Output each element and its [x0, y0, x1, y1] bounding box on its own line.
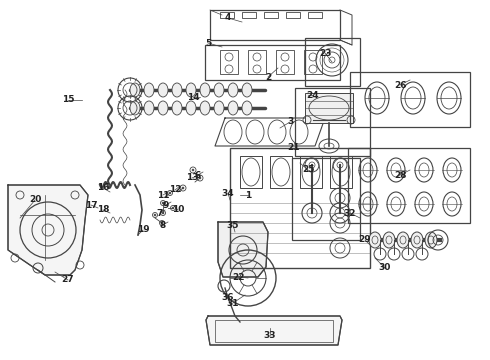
Circle shape: [182, 187, 184, 189]
Text: 16: 16: [97, 184, 109, 193]
Bar: [350, 72, 470, 127]
Text: 21: 21: [287, 144, 299, 153]
Ellipse shape: [144, 101, 154, 115]
Bar: [330, 156, 352, 188]
Ellipse shape: [172, 83, 182, 97]
Ellipse shape: [186, 83, 196, 97]
Text: 5: 5: [205, 39, 211, 48]
Polygon shape: [206, 316, 342, 345]
Text: 11: 11: [157, 190, 169, 199]
Ellipse shape: [242, 101, 252, 115]
Bar: [242, 12, 256, 18]
Text: 19: 19: [137, 225, 149, 234]
Ellipse shape: [383, 232, 395, 248]
Bar: [295, 88, 370, 156]
Text: 31: 31: [227, 298, 239, 307]
Text: 4: 4: [225, 13, 231, 22]
Bar: [230, 148, 370, 268]
Ellipse shape: [186, 101, 196, 115]
Ellipse shape: [158, 101, 168, 115]
Text: 29: 29: [359, 235, 371, 244]
Ellipse shape: [397, 232, 409, 248]
Bar: [270, 156, 292, 188]
Text: 36: 36: [222, 293, 234, 302]
Text: 15: 15: [62, 95, 74, 104]
Text: 28: 28: [394, 171, 406, 180]
Text: 33: 33: [264, 330, 276, 339]
Bar: [210, 10, 340, 40]
Text: 14: 14: [187, 93, 199, 102]
Ellipse shape: [369, 232, 381, 248]
Bar: [304, 50, 322, 74]
Ellipse shape: [411, 232, 423, 248]
Text: 6: 6: [195, 171, 201, 180]
Bar: [348, 148, 470, 223]
Circle shape: [162, 202, 164, 204]
Text: 8: 8: [160, 220, 166, 230]
Circle shape: [192, 169, 194, 171]
Text: 17: 17: [85, 201, 98, 210]
Ellipse shape: [200, 83, 210, 97]
Ellipse shape: [214, 101, 224, 115]
Circle shape: [162, 212, 164, 214]
Bar: [308, 12, 322, 18]
Text: 7: 7: [157, 208, 163, 217]
Ellipse shape: [242, 83, 252, 97]
Text: 12: 12: [169, 185, 181, 194]
Text: 18: 18: [97, 206, 109, 215]
Text: 24: 24: [307, 90, 319, 99]
Bar: [205, 45, 340, 80]
Bar: [292, 158, 360, 240]
Text: 27: 27: [62, 275, 74, 284]
Bar: [240, 156, 262, 188]
Bar: [305, 93, 353, 123]
Text: 9: 9: [163, 201, 169, 210]
Text: 32: 32: [344, 208, 356, 217]
Ellipse shape: [228, 101, 238, 115]
Text: 20: 20: [29, 195, 41, 204]
Ellipse shape: [228, 83, 238, 97]
Text: 26: 26: [394, 81, 406, 90]
Text: 34: 34: [221, 189, 234, 198]
Ellipse shape: [200, 101, 210, 115]
Bar: [264, 12, 278, 18]
Circle shape: [154, 214, 156, 216]
Polygon shape: [8, 185, 88, 275]
Text: 23: 23: [319, 49, 331, 58]
Ellipse shape: [158, 83, 168, 97]
Text: 30: 30: [379, 264, 391, 273]
Text: 2: 2: [265, 72, 271, 81]
Text: 25: 25: [302, 166, 314, 175]
Bar: [220, 50, 238, 74]
Bar: [305, 38, 360, 86]
Text: 13: 13: [186, 174, 198, 183]
Ellipse shape: [214, 83, 224, 97]
Bar: [220, 12, 234, 18]
Bar: [248, 50, 266, 74]
Text: 10: 10: [172, 206, 184, 215]
Ellipse shape: [425, 232, 437, 248]
Bar: [300, 156, 322, 188]
Ellipse shape: [172, 101, 182, 115]
Ellipse shape: [144, 83, 154, 97]
Bar: [286, 12, 300, 18]
Circle shape: [161, 222, 163, 224]
Text: 3: 3: [287, 117, 293, 126]
Circle shape: [172, 207, 174, 209]
Bar: [276, 50, 294, 74]
Circle shape: [199, 177, 201, 179]
Circle shape: [169, 192, 171, 194]
Ellipse shape: [130, 101, 140, 115]
Text: 35: 35: [227, 220, 239, 230]
Polygon shape: [218, 222, 268, 277]
Bar: [215, 320, 333, 342]
Text: 1: 1: [245, 190, 251, 199]
Text: 22: 22: [232, 273, 244, 282]
Ellipse shape: [130, 83, 140, 97]
